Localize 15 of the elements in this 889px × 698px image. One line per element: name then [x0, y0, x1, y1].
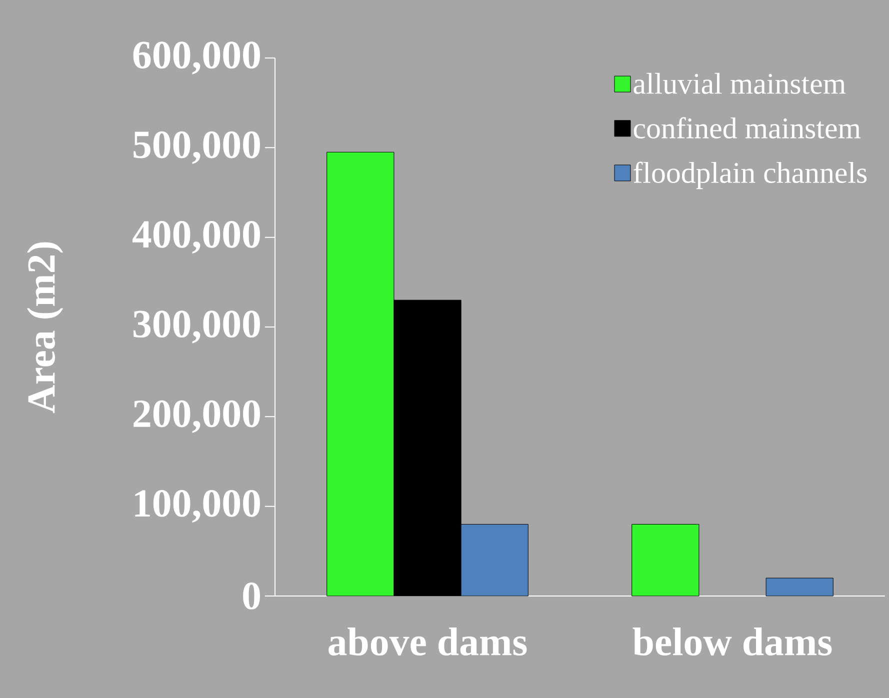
y-axis-title: Area (m2): [26, 242, 64, 414]
y-tick-label: 400,000: [132, 220, 260, 254]
x-tick-label: above dams: [328, 628, 527, 656]
y-tick-label: 600,000: [133, 42, 260, 74]
y-tick-label: 0: [243, 582, 260, 610]
bar: [632, 524, 700, 596]
y-tick-label: 500,000: [134, 131, 260, 164]
y-tick-label: 300,000: [133, 310, 260, 344]
x-tick-label: below dams: [632, 628, 832, 656]
legend-label: floodplain channels: [634, 162, 867, 190]
legend-label: confined mainstem: [634, 117, 861, 138]
y-tick-label: 200,000: [134, 400, 260, 433]
y-tick-label: 100,000: [135, 490, 260, 523]
legend-label: alluvial mainstem: [634, 72, 846, 94]
bar: [766, 578, 834, 596]
